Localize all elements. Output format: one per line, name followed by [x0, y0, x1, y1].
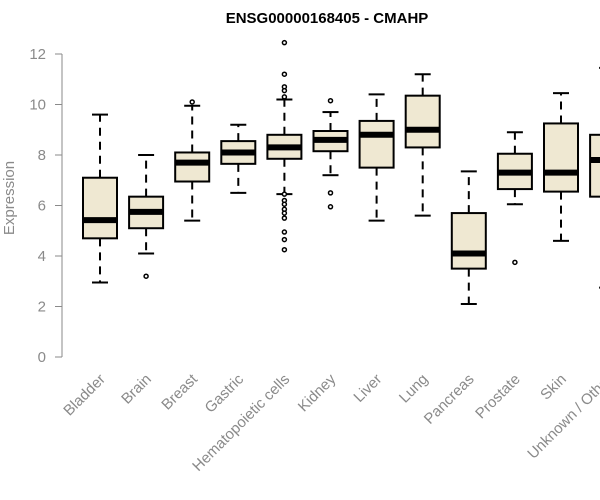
outlier-point	[281, 71, 288, 77]
iqr-box	[174, 151, 211, 183]
outlier-point	[281, 191, 288, 197]
x-category-label: Lung	[396, 371, 432, 407]
y-tick-label: 2	[38, 299, 46, 316]
outlier-point	[327, 190, 334, 196]
x-category-label: Gastric	[202, 370, 248, 416]
y-tick-label: 6	[38, 198, 46, 215]
outlier-point	[281, 210, 288, 216]
box-bladder	[82, 113, 118, 284]
x-category-label: Skin	[537, 371, 570, 404]
outlier-point	[327, 204, 334, 210]
y-tick-label: 4	[38, 248, 46, 265]
x-category-label: Pancreas	[421, 371, 478, 428]
x-category-label: Brain	[118, 371, 155, 408]
box-brain	[128, 154, 165, 279]
box-skin	[543, 92, 579, 242]
chart-title: ENSG00000168405 - CMAHP	[226, 10, 429, 27]
iqr-box	[404, 94, 441, 149]
box-pancreas	[450, 170, 487, 305]
y-tick-label: 8	[38, 147, 46, 164]
iqr-box	[82, 176, 118, 240]
x-category-label: Breast	[158, 370, 201, 413]
outlier-point	[281, 201, 288, 207]
x-category-label: Liver	[350, 371, 385, 406]
outlier-point	[281, 236, 288, 243]
outlier-point	[327, 97, 334, 104]
iqr-box	[450, 212, 487, 270]
iqr-box	[589, 133, 600, 198]
y-axis-title: Expression	[1, 161, 18, 235]
iqr-box	[358, 119, 395, 169]
box-liver	[358, 93, 395, 222]
y-tick-label: 0	[38, 349, 46, 366]
box-prostate	[496, 131, 533, 266]
outlier-point	[281, 94, 288, 100]
outlier-point	[281, 229, 288, 235]
outlier-point	[281, 39, 288, 46]
outlier-point	[281, 87, 288, 94]
box-unknown-other	[589, 66, 600, 289]
outlier-point	[281, 246, 288, 253]
box-gastric	[220, 123, 257, 194]
iqr-box	[543, 122, 579, 193]
outlier-point	[512, 259, 518, 266]
box-lung	[404, 73, 441, 217]
y-axis: 0 2 4 6 8 10 12	[29, 46, 63, 366]
box-kidney	[312, 97, 349, 210]
y-tick-label: 10	[29, 97, 46, 114]
box-hematopoietic-cells	[266, 39, 303, 253]
outlier-point	[281, 215, 288, 221]
outlier-point	[143, 273, 149, 279]
x-category-label: Kidney	[295, 370, 340, 415]
x-category-label: Bladder	[60, 371, 109, 420]
box-breast	[174, 99, 211, 222]
y-tick-label: 12	[29, 46, 46, 63]
outlier-point	[189, 99, 195, 105]
x-category-label: Prostate	[472, 371, 524, 423]
boxes-group	[82, 39, 600, 305]
